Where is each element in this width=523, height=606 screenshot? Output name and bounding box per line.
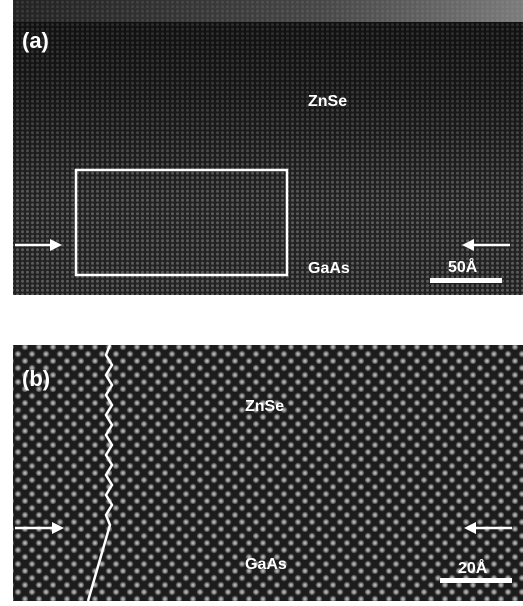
- panel-b: (b) ZnSe GaAs 20Å: [13, 345, 523, 601]
- panel-a: (a) ZnSe GaAs 50Å: [13, 0, 523, 295]
- scale-bar: [440, 578, 512, 583]
- scale-label: 20Å: [458, 558, 488, 577]
- panel-label: (b): [22, 366, 50, 391]
- layer-label: GaAs: [308, 260, 350, 277]
- layer-label: GaAs: [245, 556, 287, 573]
- page: {"panels": [ {"label": "(a)", "top_layer…: [0, 0, 523, 601]
- amorphous-layer: [13, 0, 523, 22]
- layer-label: ZnSe: [308, 93, 347, 110]
- scale-bar: [430, 278, 502, 283]
- figure: (a) ZnSe GaAs 50Å (b) ZnSe GaAs 20Å: [0, 0, 523, 601]
- panel-label: (a): [22, 28, 49, 53]
- layer-label: ZnSe: [245, 398, 284, 415]
- scale-label: 50Å: [448, 257, 478, 276]
